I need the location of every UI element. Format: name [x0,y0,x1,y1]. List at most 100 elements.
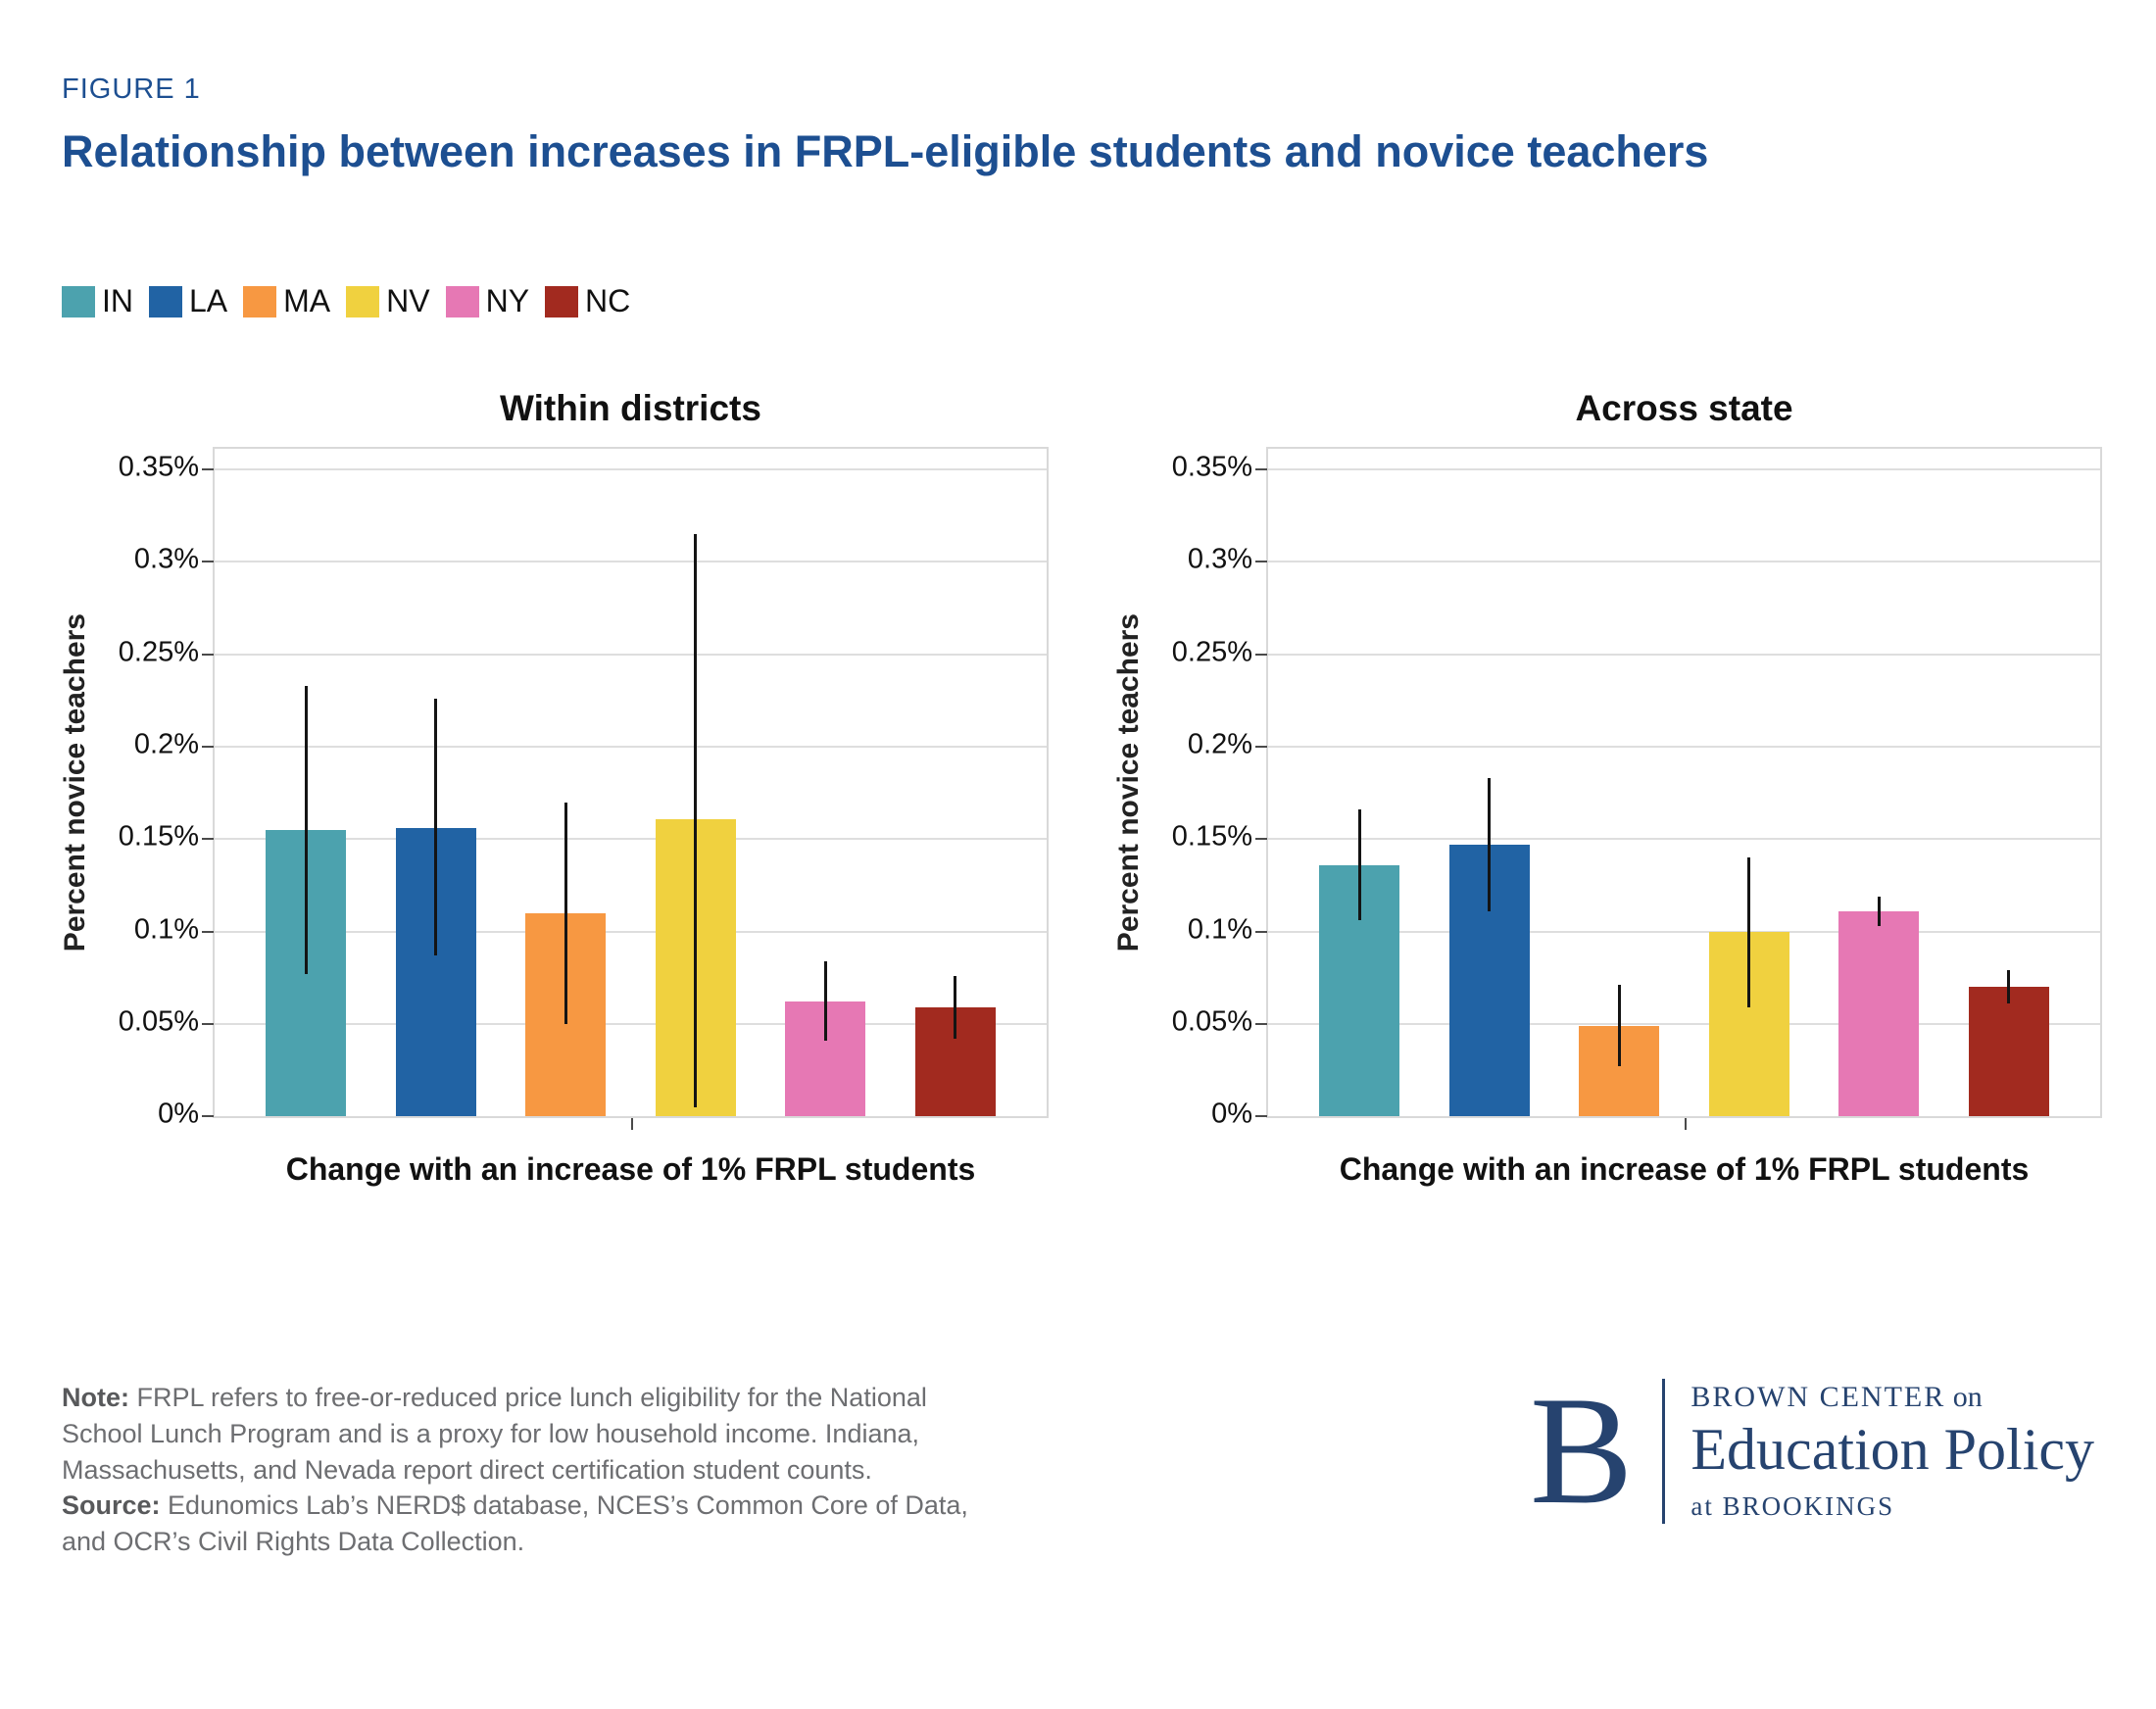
logo-line3-caps: BROOKINGS [1722,1491,1895,1522]
y-tick-label: 0.2% [1187,728,1252,760]
y-tick-mark [1255,746,1267,749]
error-bar-NC [2007,970,2011,1004]
note-text: FRPL refers to free-or-reduced price lun… [62,1383,927,1485]
gridline [1268,1022,2100,1025]
header: FIGURE 1 Relationship between increases … [0,0,2156,177]
source-label: Source: [62,1490,161,1521]
bar-slot-MA [501,449,630,1117]
legend-label: IN [102,283,133,319]
gridline [1268,930,2100,933]
y-tick-label: 0% [158,1098,199,1130]
y-tick-label: 0.05% [118,1005,199,1038]
legend-label: NC [585,283,631,319]
gridline [215,838,1047,841]
x-tick-mark [630,1118,633,1131]
error-bar-NV [694,534,698,1107]
bars-container [1268,449,2100,1117]
x-tick-mark [1684,1118,1687,1131]
chart-title: Across state [1575,388,1793,429]
bar-slot-MA [1554,449,1684,1117]
legend-item-IN: IN [62,283,133,319]
plot-area [1255,447,2102,1131]
y-tick-label: 0.3% [133,543,199,575]
legend-item-MA: MA [243,283,330,319]
y-tick-label: 0.05% [1171,1005,1252,1038]
error-bar-NY [1877,896,1881,926]
note-block: Note: FRPL refers to free-or-reduced pri… [62,1380,983,1560]
legend-swatch-MA [243,285,277,317]
gridline [215,468,1047,471]
y-tick-labels: 0% 0.05% 0.1% 0.15% 0.2% 0.25% 0.3% 0.35% [97,447,213,1130]
bar-slot-IN [241,449,370,1117]
note-label: Note: [62,1383,129,1413]
y-tick-mark [1255,1022,1267,1025]
y-tick-label: 0.35% [1171,451,1252,483]
logo-line1: BROWN CENTER on [1690,1381,2094,1414]
y-tick-label: 0.1% [133,913,199,946]
error-bar-IN [304,685,308,974]
bar-slot-NC [1943,449,2073,1117]
y-tick-label: 0.35% [118,451,199,483]
error-bar-MA [564,802,567,1024]
gridline [215,561,1047,563]
gridline [1268,746,2100,749]
error-bar-LA [1488,778,1492,911]
y-tick-label: 0.15% [118,820,199,853]
y-axis-label: Percent novice teachers [1112,613,1145,952]
gridline [1268,653,2100,656]
logo-line1-caps: BROWN CENTER [1690,1381,1946,1414]
y-tick-mark [202,1115,214,1118]
chart-within-districts: Within districts Percent novice teachers… [54,388,1049,1188]
y-tick-mark [202,930,214,933]
figure-label: FIGURE 1 [62,73,201,105]
x-axis-label: Change with an increase of 1% FRPL stude… [1339,1151,2030,1188]
legend-swatch-NC [545,285,579,317]
legend-swatch-NV [346,285,380,317]
legend-swatch-NY [445,285,479,317]
y-tick-mark [202,561,214,563]
gridline [215,653,1047,656]
y-axis-label: Percent novice teachers [59,613,91,952]
logo-line3-small: at [1690,1491,1723,1522]
chart-across-state: Across state Percent novice teachers 0% 0… [1107,388,2102,1188]
y-tick-label: 0% [1211,1098,1252,1130]
logo-line3: at BROOKINGS [1690,1491,2094,1522]
error-bar-LA [434,699,438,956]
gridline [1268,468,2100,471]
y-tick-label: 0.25% [1171,636,1252,668]
bar-slot-NC [890,449,1019,1117]
y-tick-mark [1255,653,1267,656]
brookings-b-logo: B [1530,1365,1634,1538]
bar-slot-LA [1425,449,1554,1117]
page-title: Relationship between increases in FRPL-e… [62,126,1709,176]
y-tick-mark [202,653,214,656]
bar-slot-LA [371,449,501,1117]
y-tick-label: 0.1% [1187,913,1252,946]
logo-line1-small: on [1945,1381,1983,1414]
legend-label: NY [485,283,530,319]
bar-slot-NY [1814,449,1943,1117]
y-tick-label: 0.2% [133,728,199,760]
legend-item-NY: NY [445,283,530,319]
error-bar-IN [1357,809,1361,921]
footer: Note: FRPL refers to free-or-reduced pri… [0,1374,2156,1560]
source-paragraph: Source: Edunomics Lab’s NERD$ database, … [62,1488,983,1559]
y-tick-mark [1255,1115,1267,1118]
gridline [1268,838,2100,841]
logo-line2: Education Policy [1690,1417,2094,1483]
error-bar-NV [1747,857,1751,1007]
bar-slot-IN [1295,449,1424,1117]
legend-label: NV [386,283,430,319]
y-tick-mark [1255,468,1267,471]
y-tick-mark [1255,561,1267,563]
y-tick-mark [1255,838,1267,841]
y-tick-label: 0.25% [118,636,199,668]
chart-body: Percent novice teachers 0% 0.05% 0.1% 0.15%… [54,447,1049,1131]
y-axis-label-column: Percent novice teachers [54,447,97,1118]
logo-text: BROWN CENTER on Education Policy at BROO… [1690,1381,2094,1522]
legend-label: MA [283,283,331,319]
bar-slot-NY [760,449,890,1117]
chart-body: Percent novice teachers 0% 0.05% 0.1% 0.15%… [1107,447,2102,1131]
note-paragraph: Note: FRPL refers to free-or-reduced pri… [62,1380,983,1488]
